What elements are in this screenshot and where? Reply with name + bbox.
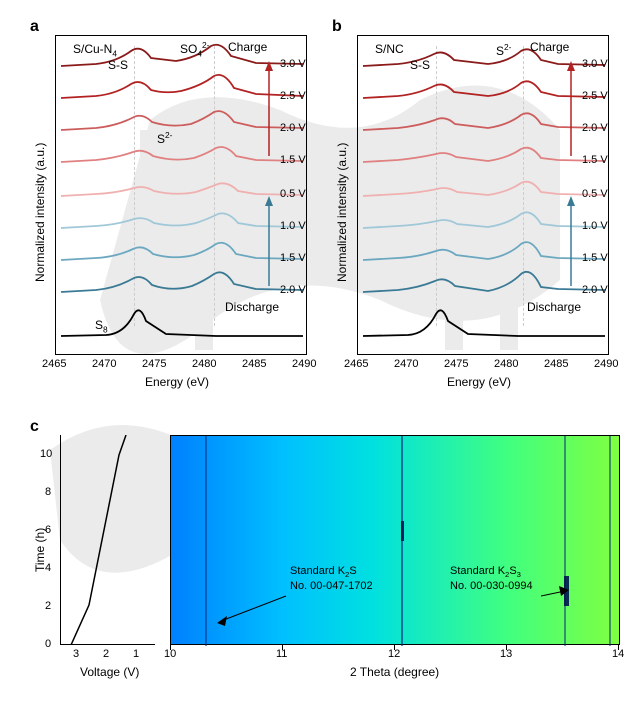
panel-b-xtick-4: 2485 — [544, 358, 568, 370]
panel-c-k2s3-no: No. 00-030-0994 — [450, 580, 533, 592]
panel-b-xtick-1: 2470 — [394, 358, 418, 370]
panel-a-title: S/Cu-N4 — [73, 42, 117, 58]
panel-a-xtick-5: 2490 — [292, 358, 316, 370]
panel-b-title: S/NC — [375, 42, 404, 56]
panel-c-k2s: Standard K2S — [290, 565, 357, 579]
panel-b-v-label-2: 2.0 V — [582, 122, 608, 134]
panel-a-xtick-2: 2475 — [142, 358, 166, 370]
panel-a-ss: S-S — [108, 58, 128, 72]
panel-b-v-label-4: 0.5 V — [582, 188, 608, 200]
panel-a-v-label-5: 1.0 V — [280, 220, 306, 232]
tick-mark — [394, 645, 395, 650]
panel-c-voltage-line — [61, 435, 156, 645]
panel-b-xlabel: Energy (eV) — [447, 375, 511, 389]
panel-a-v-label-7: 2.0 V — [280, 284, 306, 296]
panel-a-v-label-0: 3.0 V — [280, 58, 306, 70]
panel-b-v-label-3: 1.5 V — [582, 154, 608, 166]
panel-b-s2minus: S2- — [496, 42, 511, 58]
panel-b-charge: Charge — [530, 40, 569, 54]
panel-a-xtick-4: 2485 — [242, 358, 266, 370]
panel-b-v-label-0: 3.0 V — [582, 58, 608, 70]
tick-mark — [170, 645, 171, 650]
panel-c-heatmap-xlabel: 2 Theta (degree) — [350, 665, 439, 679]
panel-c-ytick-2: 4 — [45, 562, 51, 574]
panel-c-voltage-plot — [60, 435, 155, 645]
panel-a-s2minus: S2- — [157, 130, 172, 146]
panel-c-ytick-1: 2 — [45, 600, 51, 612]
panel-c-ytick-3: 6 — [45, 524, 51, 536]
panel-b-xtick-5: 2490 — [594, 358, 618, 370]
panel-c-ytick-4: 8 — [45, 486, 51, 498]
panel-a-v-label-3: 1.5 V — [280, 154, 306, 166]
panel-b-ylabel: Normalized intensity (a.u.) — [335, 112, 349, 282]
panel-c-ytick-5: 10 — [40, 448, 52, 460]
panel-a-ylabel: Normalized intensity (a.u.) — [33, 112, 47, 282]
panel-b-v-label-5: 1.0 V — [582, 220, 608, 232]
panel-c-heatmap — [170, 435, 620, 645]
panel-a-discharge: Discharge — [225, 300, 279, 314]
panel-b-label: b — [332, 18, 342, 36]
panel-b-v-label-7: 2.0 V — [582, 284, 608, 296]
panel-b-xtick-0: 2465 — [344, 358, 368, 370]
panel-a-so4: SO42- — [180, 40, 209, 58]
panel-c-v-xtick-0: 3 — [73, 648, 79, 660]
tick-mark — [618, 645, 619, 650]
panel-b-v-label-1: 2.5 V — [582, 90, 608, 102]
tick-mark — [506, 645, 507, 650]
panel-c-k2s3: Standard K2S3 — [450, 565, 521, 579]
panel-a-v-label-2: 2.0 V — [280, 122, 306, 134]
tick-mark — [282, 645, 283, 650]
panel-b-ss: S-S — [410, 58, 430, 72]
panel-a-s8: S8 — [95, 318, 108, 334]
panel-a-v-label-1: 2.5 V — [280, 90, 306, 102]
panel-a-label: a — [30, 18, 39, 36]
panel-c-voltage-xlabel: Voltage (V) — [80, 665, 139, 679]
panel-a-charge: Charge — [228, 40, 267, 54]
panel-b-discharge: Discharge — [527, 300, 581, 314]
panel-a-v-label-6: 1.5 V — [280, 252, 306, 264]
panel-b-xtick-2: 2475 — [444, 358, 468, 370]
panel-c-k2s-no: No. 00-047-1702 — [290, 580, 373, 592]
panel-a-xtick-0: 2465 — [42, 358, 66, 370]
panel-c-label: c — [30, 418, 39, 436]
panel-a-xlabel: Energy (eV) — [145, 375, 209, 389]
panel-c-ytick-0: 0 — [45, 638, 51, 650]
panel-a-xtick-1: 2470 — [92, 358, 116, 370]
heatmap-arrows — [171, 436, 621, 646]
panel-b-v-label-6: 1.5 V — [582, 252, 608, 264]
panel-a-v-label-4: 0.5 V — [280, 188, 306, 200]
panel-a-xtick-3: 2480 — [192, 358, 216, 370]
panel-b-xtick-3: 2480 — [494, 358, 518, 370]
panel-c-v-xtick-1: 2 — [103, 648, 109, 660]
panel-c-v-xtick-2: 1 — [133, 648, 139, 660]
